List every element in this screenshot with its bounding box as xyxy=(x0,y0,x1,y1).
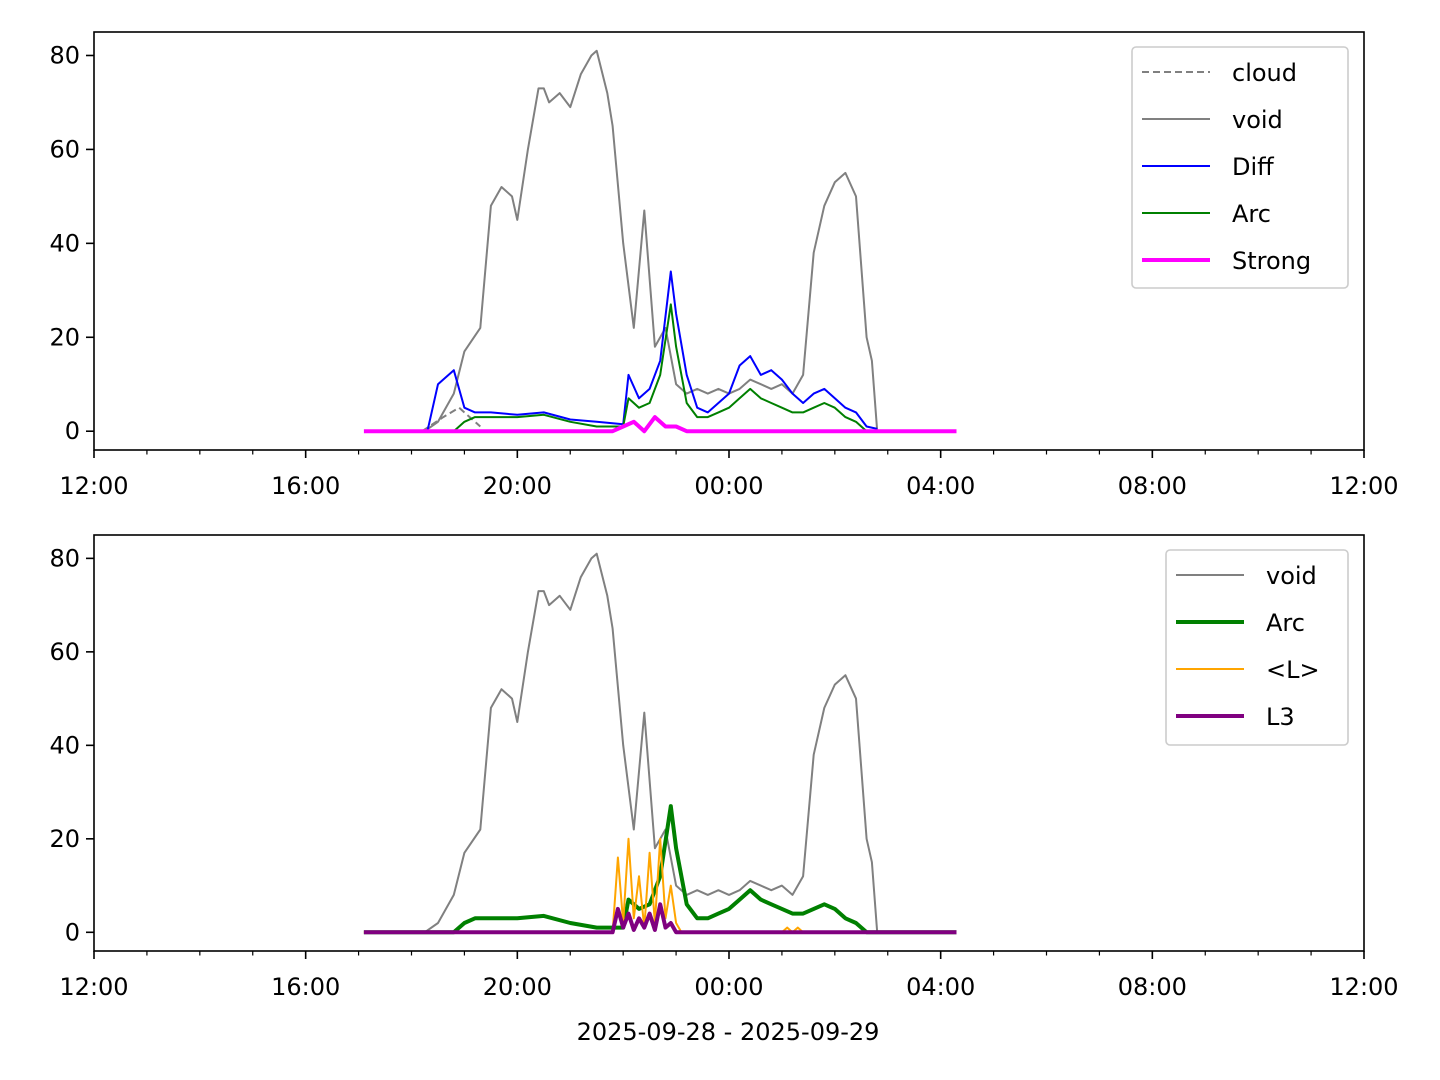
x-tick-label: 04:00 xyxy=(906,472,975,500)
legend-item-diff: Diff xyxy=(1142,153,1274,181)
legend-item-cloud: cloud xyxy=(1142,59,1297,87)
legend-label: void xyxy=(1232,106,1283,134)
x-tick-label: 12:00 xyxy=(1329,973,1398,1001)
legend-item-arc: Arc xyxy=(1176,609,1305,637)
x-tick-label: 12:00 xyxy=(59,973,128,1001)
x-tick-label: 08:00 xyxy=(1118,973,1187,1001)
legend-label: Strong xyxy=(1232,247,1311,275)
legend-label: L3 xyxy=(1266,703,1295,731)
legend-item-strong: Strong xyxy=(1142,247,1311,275)
legend-label: Diff xyxy=(1232,153,1274,181)
x-tick-label: 20:00 xyxy=(483,472,552,500)
series-line-l xyxy=(363,837,957,934)
legend: void Arc <L> L3 xyxy=(1165,549,1349,746)
legend-label: Arc xyxy=(1266,609,1305,637)
series-line-arc xyxy=(363,804,957,935)
top-chart-panel: 12:00 16:00 20:00 00:00 04:00 08:00 12:00 0 20 40… xyxy=(49,31,1399,500)
x-tick-label: 12:00 xyxy=(59,472,128,500)
series-line-void xyxy=(424,49,879,433)
legend-box xyxy=(1131,46,1349,289)
x-axis-label: 2025-09-28 - 2025-09-29 xyxy=(577,1018,880,1046)
y-tick-label: 80 xyxy=(49,41,80,69)
series-line-arc xyxy=(453,303,868,432)
legend-label: <L> xyxy=(1266,656,1320,684)
y-tick-label: 0 xyxy=(65,918,80,946)
y-tick-label: 0 xyxy=(65,417,80,445)
x-tick-label: 08:00 xyxy=(1118,472,1187,500)
plot-area xyxy=(363,49,957,434)
plot-area xyxy=(363,552,957,935)
y-tick-label: 20 xyxy=(49,323,80,351)
legend: cloud void Diff Arc Strong xyxy=(1131,46,1349,289)
y-tick-label: 40 xyxy=(49,731,80,759)
legend-label: Arc xyxy=(1232,200,1271,228)
x-tick-label: 00:00 xyxy=(694,973,763,1001)
x-tick-label: 16:00 xyxy=(271,973,340,1001)
series-line-diff xyxy=(426,270,878,432)
x-tick-label: 20:00 xyxy=(483,973,552,1001)
y-tick-label: 60 xyxy=(49,135,80,163)
y-tick-label: 40 xyxy=(49,229,80,257)
legend-item-void: void xyxy=(1176,562,1317,590)
series-line-void xyxy=(424,552,879,934)
legend-item-arc: Arc xyxy=(1142,200,1271,228)
bottom-chart-panel: 12:00 16:00 20:00 00:00 04:00 08:00 12:00 0 20 40… xyxy=(49,534,1399,1001)
x-tick-label: 16:00 xyxy=(271,472,340,500)
y-tick-label: 20 xyxy=(49,825,80,853)
legend-item-l3: L3 xyxy=(1176,703,1295,731)
series-line-cloud xyxy=(421,406,481,433)
x-tick-label: 04:00 xyxy=(906,973,975,1001)
series-line-strong xyxy=(363,415,957,434)
x-tick-label: 12:00 xyxy=(1329,472,1398,500)
legend-item-void: void xyxy=(1142,106,1283,134)
y-tick-label: 80 xyxy=(49,544,80,572)
legend-box xyxy=(1165,549,1349,746)
series-line-l3 xyxy=(363,902,957,935)
legend-label: void xyxy=(1266,562,1317,590)
x-tick-label: 00:00 xyxy=(694,472,763,500)
y-tick-label: 60 xyxy=(49,638,80,666)
legend-label: cloud xyxy=(1232,59,1297,87)
legend-item-l: <L> xyxy=(1176,656,1320,684)
